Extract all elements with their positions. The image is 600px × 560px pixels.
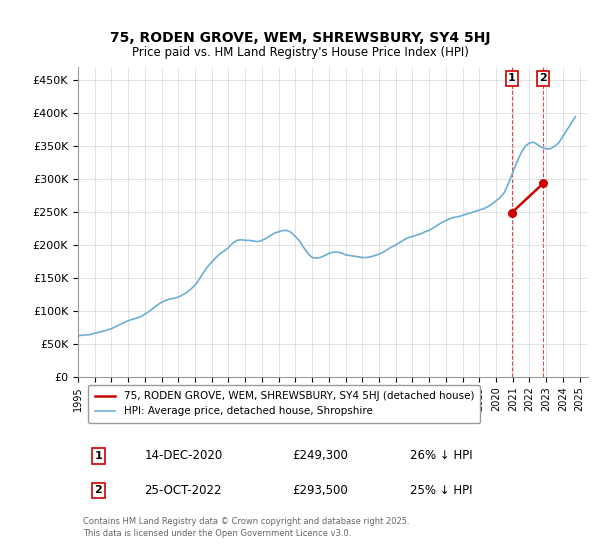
Text: 1: 1 — [508, 73, 516, 83]
Point — [507, 208, 517, 217]
Text: Contains HM Land Registry data © Crown copyright and database right 2025.
This d: Contains HM Land Registry data © Crown c… — [83, 517, 410, 539]
Text: £249,300: £249,300 — [292, 450, 348, 463]
Text: £293,500: £293,500 — [292, 484, 348, 497]
Text: 14-DEC-2020: 14-DEC-2020 — [145, 450, 223, 463]
Text: 25% ↓ HPI: 25% ↓ HPI — [409, 484, 472, 497]
Legend: 75, RODEN GROVE, WEM, SHREWSBURY, SY4 5HJ (detached house), HPI: Average price, : 75, RODEN GROVE, WEM, SHREWSBURY, SY4 5H… — [88, 385, 481, 423]
Text: 2: 2 — [539, 73, 547, 83]
Text: Price paid vs. HM Land Registry's House Price Index (HPI): Price paid vs. HM Land Registry's House … — [131, 46, 469, 59]
Point — [538, 179, 548, 188]
Text: 75, RODEN GROVE, WEM, SHREWSBURY, SY4 5HJ: 75, RODEN GROVE, WEM, SHREWSBURY, SY4 5H… — [110, 31, 490, 45]
Text: 2: 2 — [95, 486, 102, 496]
Text: 26% ↓ HPI: 26% ↓ HPI — [409, 450, 472, 463]
Text: 25-OCT-2022: 25-OCT-2022 — [145, 484, 222, 497]
Text: 1: 1 — [95, 451, 102, 461]
